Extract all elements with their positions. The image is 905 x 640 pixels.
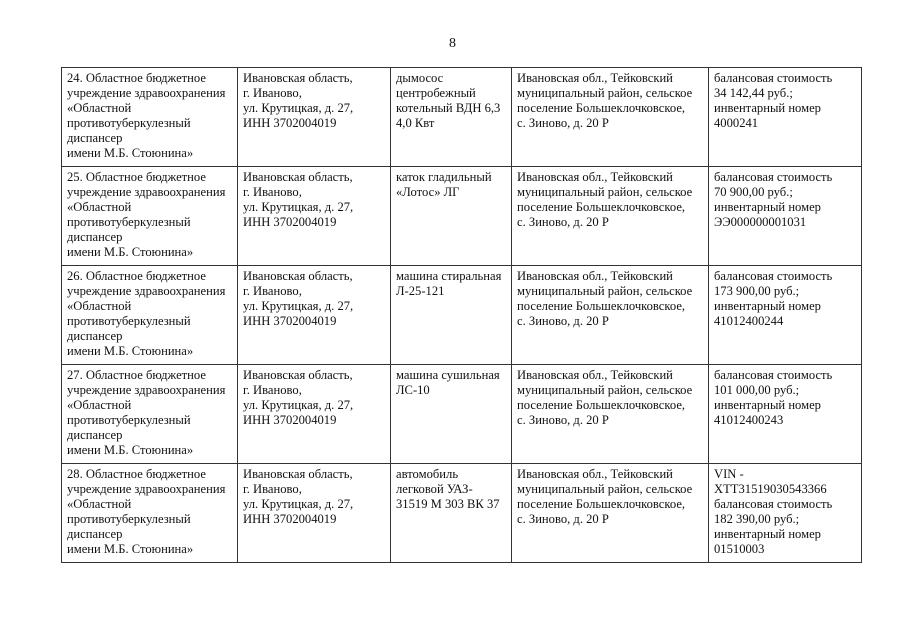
cell-item: машина стиральная Л-25-121 bbox=[390, 265, 512, 365]
table-row: 28. Областное бюджетное учреждение здрав… bbox=[61, 463, 862, 563]
cell-owner: 24. Областное бюджетное учреждение здрав… bbox=[61, 67, 238, 167]
cell-details: балансовая стоимость 101 000,00 руб.; ин… bbox=[708, 364, 862, 464]
cell-location: Ивановская обл., Тейковский муниципальны… bbox=[511, 166, 709, 266]
cell-location: Ивановская обл., Тейковский муниципальны… bbox=[511, 265, 709, 365]
page-number: 8 bbox=[449, 36, 456, 51]
cell-address: Ивановская область, г. Иваново, ул. Крут… bbox=[237, 67, 391, 167]
cell-location: Ивановская обл., Тейковский муниципальны… bbox=[511, 364, 709, 464]
cell-owner: 26. Областное бюджетное учреждение здрав… bbox=[61, 265, 238, 365]
table-row: 26. Областное бюджетное учреждение здрав… bbox=[61, 265, 862, 365]
cell-owner: 28. Областное бюджетное учреждение здрав… bbox=[61, 463, 238, 563]
cell-details: балансовая стоимость 70 900,00 руб.; инв… bbox=[708, 166, 862, 266]
cell-address: Ивановская область, г. Иваново, ул. Крут… bbox=[237, 463, 391, 563]
cell-item: автомобиль легковой УАЗ- 31519 М 303 ВК … bbox=[390, 463, 512, 563]
cell-item: машина сушильная ЛС-10 bbox=[390, 364, 512, 464]
cell-address: Ивановская область, г. Иваново, ул. Крут… bbox=[237, 265, 391, 365]
cell-location: Ивановская обл., Тейковский муниципальны… bbox=[511, 463, 709, 563]
cell-address: Ивановская область, г. Иваново, ул. Крут… bbox=[237, 166, 391, 266]
cell-item: каток гладильный «Лотос» ЛГ bbox=[390, 166, 512, 266]
cell-owner: 27. Областное бюджетное учреждение здрав… bbox=[61, 364, 238, 464]
table-row: 25. Областное бюджетное учреждение здрав… bbox=[61, 166, 862, 266]
table-row: 24. Областное бюджетное учреждение здрав… bbox=[61, 67, 862, 167]
cell-location: Ивановская обл., Тейковский муниципальны… bbox=[511, 67, 709, 167]
table-row: 27. Областное бюджетное учреждение здрав… bbox=[61, 364, 862, 464]
cell-details: балансовая стоимость 34 142,44 руб.; инв… bbox=[708, 67, 862, 167]
cell-item: дымосос центробежный котельный ВДН 6,3 4… bbox=[390, 67, 512, 167]
cell-address: Ивановская область, г. Иваново, ул. Крут… bbox=[237, 364, 391, 464]
property-table: 24. Областное бюджетное учреждение здрав… bbox=[61, 67, 862, 563]
cell-details: VIN - XTT31519030543366 балансовая стоим… bbox=[708, 463, 862, 563]
cell-details: балансовая стоимость 173 900,00 руб.; ин… bbox=[708, 265, 862, 365]
cell-owner: 25. Областное бюджетное учреждение здрав… bbox=[61, 166, 238, 266]
